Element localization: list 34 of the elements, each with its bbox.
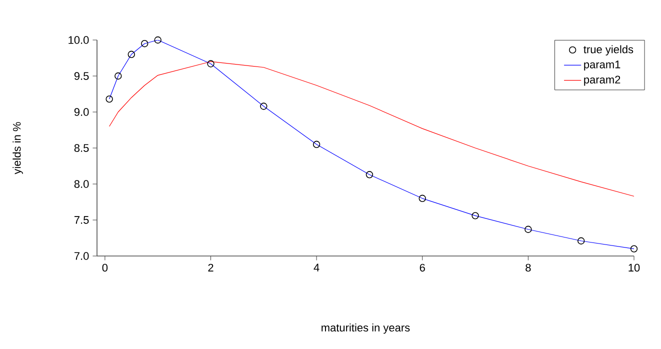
point <box>141 40 148 48</box>
y-tick-label: 10.0 <box>68 36 89 44</box>
line-series <box>109 61 634 197</box>
point <box>630 245 638 252</box>
point <box>577 237 585 244</box>
y-axis-title: yields in % <box>12 122 23 174</box>
point <box>366 171 374 178</box>
point <box>524 226 532 233</box>
y-tick-label: 9.5 <box>74 72 89 80</box>
x-tick-label: 0 <box>102 264 108 272</box>
y-tick-label: 7.5 <box>74 216 89 224</box>
legend-label: param1 <box>584 60 620 71</box>
point <box>128 50 135 58</box>
point <box>207 60 214 68</box>
y-tick-label: 8.0 <box>74 180 89 188</box>
point <box>472 212 479 220</box>
point <box>154 36 162 44</box>
point <box>312 140 320 148</box>
x-tick-label: 6 <box>420 264 425 272</box>
legend-label: param2 <box>584 76 620 86</box>
y-tick-label: 8.5 <box>74 144 89 152</box>
x-tick-label: 2 <box>208 264 214 272</box>
x-tick-label: 4 <box>314 264 320 272</box>
point <box>418 194 426 202</box>
legend-label: true yields <box>584 45 634 56</box>
point <box>260 102 268 110</box>
x-tick-label: 10 <box>628 264 640 272</box>
point <box>114 72 122 80</box>
line-series <box>109 40 634 250</box>
x-tick-label: 8 <box>526 264 531 272</box>
point <box>106 95 113 103</box>
x-axis-title: maturities in years <box>322 323 410 334</box>
y-tick-label: 9.0 <box>74 108 89 116</box>
y-tick-label: 7.0 <box>74 252 89 260</box>
